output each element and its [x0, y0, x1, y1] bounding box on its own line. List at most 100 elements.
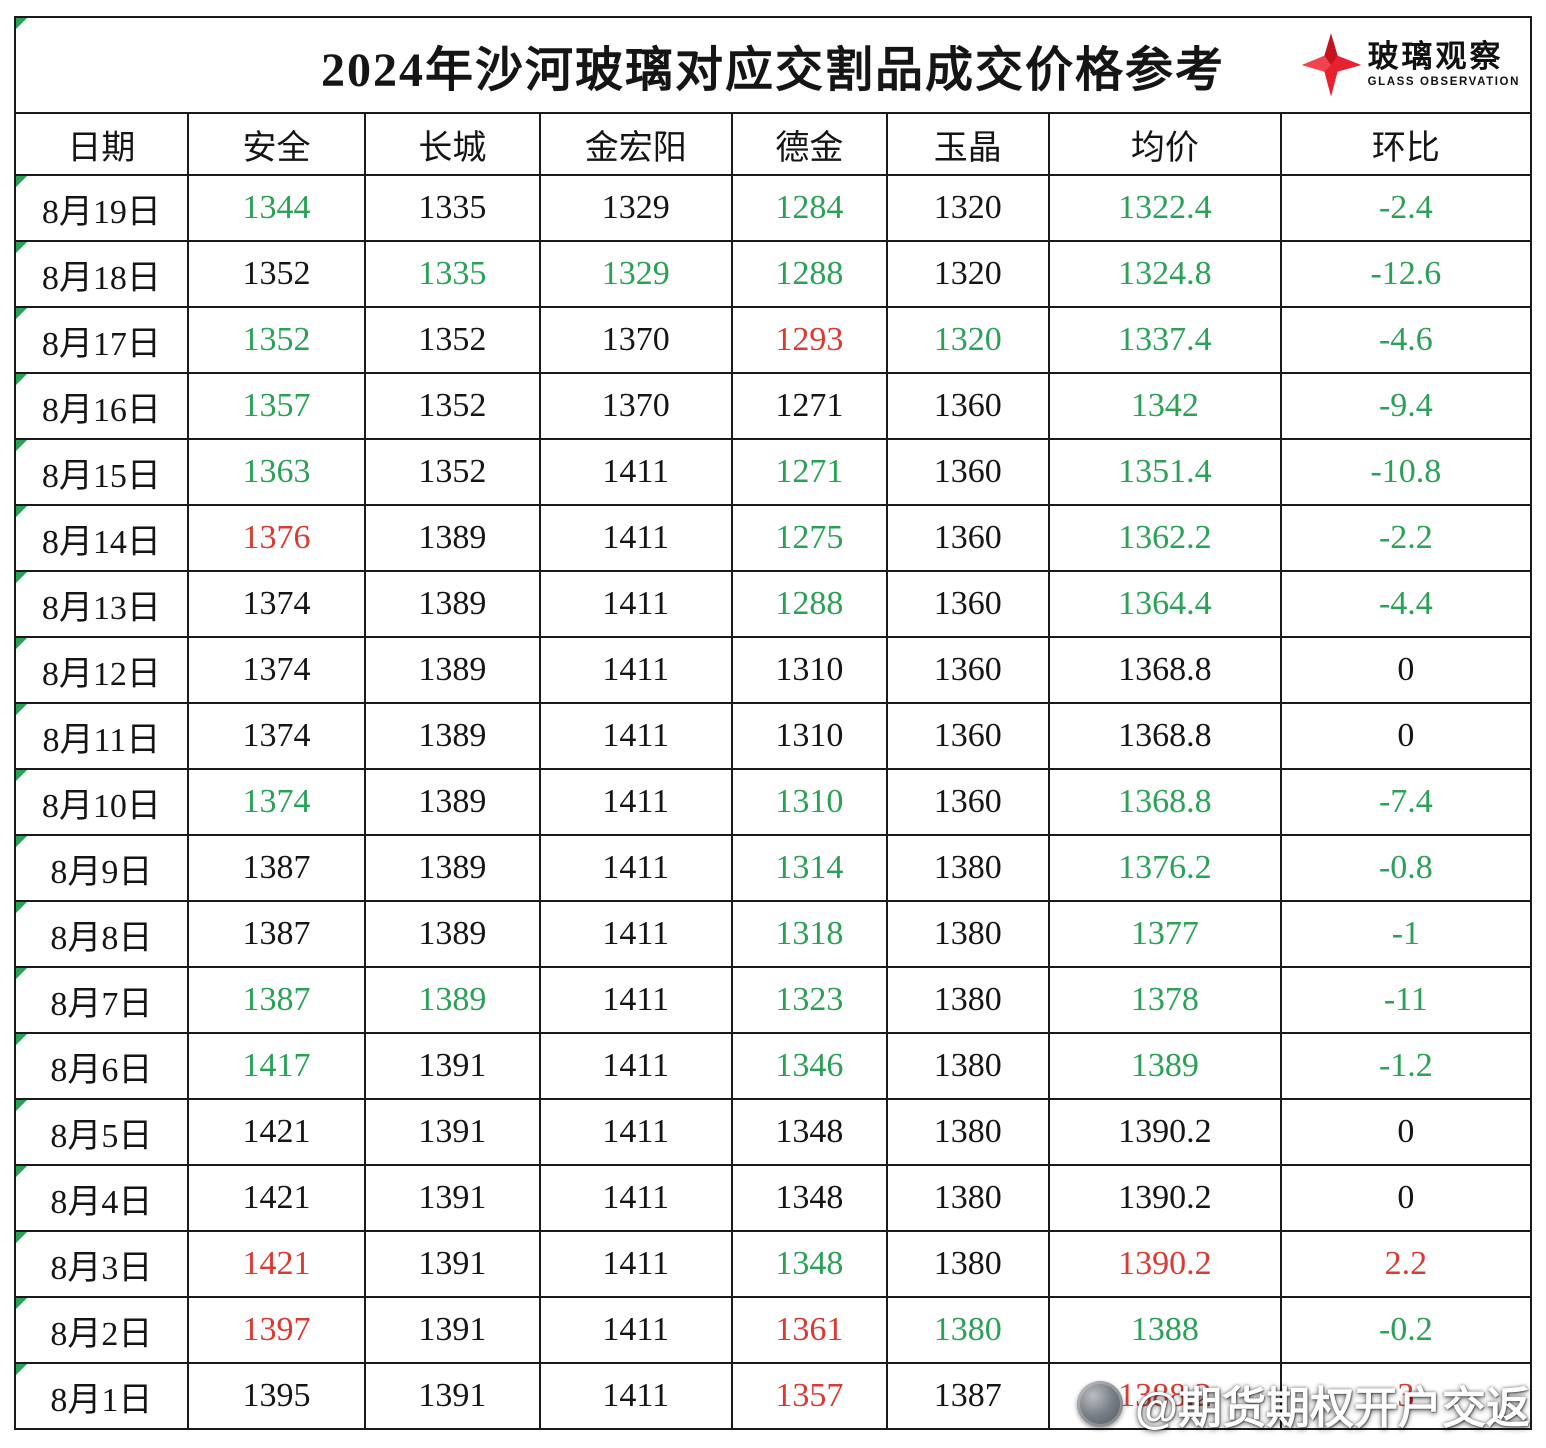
column-header: 环比: [1279, 112, 1533, 176]
table-row: 8月18日 1352 1335 1329 1288 1320 1324.8 -12.6: [14, 240, 1533, 308]
price-cell: 1411: [538, 570, 734, 638]
table-row: 8月2日 1397 1391 1411 1361 1380 1388 -0.2: [14, 1296, 1533, 1364]
price-cell: 1314: [731, 834, 888, 902]
table-row: 8月13日 1374 1389 1411 1288 1360 1364.4 -4.4: [14, 570, 1533, 638]
price-cell: 1411: [538, 768, 734, 836]
price-cell: 3: [1279, 1362, 1533, 1430]
table-row: 8月17日 1352 1352 1370 1293 1320 1337.4 -4.6: [14, 306, 1533, 374]
price-cell: 1380: [885, 1032, 1050, 1100]
price-cell: 1380: [885, 1098, 1050, 1166]
table-row: 8月10日 1374 1389 1411 1310 1360 1368.8 -7.4: [14, 768, 1533, 836]
title-row: 2024年沙河玻璃对应交割品成交价格参考 玻璃观察 GLASS OBSERVAT…: [14, 16, 1532, 114]
table-header-row: 日期 安全 长城 金宏阳 德金 玉晶 均价 环比: [14, 112, 1533, 176]
price-cell: 1322.4: [1047, 174, 1282, 242]
price-cell: 1360: [885, 438, 1050, 506]
price-cell: 1378: [1047, 966, 1282, 1034]
price-cell: 0: [1279, 1098, 1533, 1166]
price-table: 2024年沙河玻璃对应交割品成交价格参考 玻璃观察 GLASS OBSERVAT…: [14, 16, 1533, 1430]
price-cell: 1360: [885, 636, 1050, 704]
column-header: 安全: [186, 112, 367, 176]
table-row: 8月19日 1344 1335 1329 1284 1320 1322.4 -2.4: [14, 174, 1533, 242]
price-cell: 1293: [731, 306, 888, 374]
price-cell: 1411: [538, 1296, 734, 1364]
price-cell: -1: [1279, 900, 1533, 968]
price-cell: 1389: [364, 504, 541, 572]
table-row: 8月4日 1421 1391 1411 1348 1380 1390.2 0: [14, 1164, 1533, 1232]
price-cell: 1288: [731, 240, 888, 308]
price-cell: 1374: [186, 636, 367, 704]
price-cell: -11: [1279, 966, 1533, 1034]
price-cell: 1391: [364, 1098, 541, 1166]
table-row: 8月16日 1357 1352 1370 1271 1360 1342 -9.4: [14, 372, 1533, 440]
price-cell: 1351.4: [1047, 438, 1282, 506]
price-cell: 1370: [538, 306, 734, 374]
price-cell: -10.8: [1279, 438, 1533, 506]
price-cell: 1380: [885, 1230, 1050, 1298]
date-cell: 8月13日: [14, 570, 189, 638]
table-row: 8月9日 1387 1389 1411 1314 1380 1376.2 -0.8: [14, 834, 1533, 902]
price-cell: 1411: [538, 636, 734, 704]
price-cell: 1380: [885, 966, 1050, 1034]
column-header: 长城: [364, 112, 541, 176]
price-cell: 1348: [731, 1164, 888, 1232]
price-cell: 1323: [731, 966, 888, 1034]
price-cell: 1390.2: [1047, 1230, 1282, 1298]
price-cell: 1360: [885, 768, 1050, 836]
price-cell: 1389: [364, 900, 541, 968]
price-cell: 1389: [1047, 1032, 1282, 1100]
price-cell: 1411: [538, 1362, 734, 1430]
table-row: 8月15日 1363 1352 1411 1271 1360 1351.4 -10.8: [14, 438, 1533, 506]
price-cell: 1368.8: [1047, 702, 1282, 770]
price-cell: 1310: [731, 636, 888, 704]
table-row: 8月8日 1387 1389 1411 1318 1380 1377 -1: [14, 900, 1533, 968]
price-cell: 1380: [885, 1296, 1050, 1364]
price-cell: 1329: [538, 174, 734, 242]
price-cell: 1310: [731, 702, 888, 770]
column-header: 金宏阳: [538, 112, 734, 176]
price-cell: 1411: [538, 1032, 734, 1100]
table-row: 8月5日 1421 1391 1411 1348 1380 1390.2 0: [14, 1098, 1533, 1166]
column-header: 均价: [1047, 112, 1282, 176]
logo-subtitle: GLASS OBSERVATION: [1367, 76, 1520, 89]
price-cell: 1337.4: [1047, 306, 1282, 374]
date-cell: 8月4日: [14, 1164, 189, 1232]
date-cell: 8月18日: [14, 240, 189, 308]
price-cell: 1390.2: [1047, 1164, 1282, 1232]
price-cell: 0: [1279, 702, 1533, 770]
price-cell: 1389: [364, 702, 541, 770]
date-cell: 8月11日: [14, 702, 189, 770]
price-cell: 1271: [731, 372, 888, 440]
price-cell: 1387: [186, 834, 367, 902]
price-cell: 1391: [364, 1032, 541, 1100]
price-cell: 1380: [885, 834, 1050, 902]
price-cell: 1411: [538, 702, 734, 770]
date-cell: 8月1日: [14, 1362, 189, 1430]
price-cell: 1363: [186, 438, 367, 506]
date-cell: 8月17日: [14, 306, 189, 374]
price-cell: 1421: [186, 1164, 367, 1232]
date-cell: 8月9日: [14, 834, 189, 902]
date-cell: 8月6日: [14, 1032, 189, 1100]
date-cell: 8月3日: [14, 1230, 189, 1298]
table-row: 8月1日 1395 1391 1411 1357 1387 1388.2 3: [14, 1362, 1533, 1430]
price-cell: 1368.8: [1047, 636, 1282, 704]
price-cell: 0: [1279, 636, 1533, 704]
price-cell: 1411: [538, 504, 734, 572]
price-cell: 1360: [885, 570, 1050, 638]
price-cell: 1411: [538, 1230, 734, 1298]
brand-logo: 玻璃观察 GLASS OBSERVATION: [1298, 32, 1520, 98]
price-cell: 1360: [885, 702, 1050, 770]
price-cell: 1387: [186, 966, 367, 1034]
price-cell: 1417: [186, 1032, 367, 1100]
page-title: 2024年沙河玻璃对应交割品成交价格参考: [320, 44, 1225, 97]
table-row: 8月7日 1387 1389 1411 1323 1380 1378 -11: [14, 966, 1533, 1034]
date-cell: 8月8日: [14, 900, 189, 968]
price-cell: 1387: [885, 1362, 1050, 1430]
price-cell: 1360: [885, 504, 1050, 572]
price-cell: 1352: [186, 240, 367, 308]
price-cell: -4.6: [1279, 306, 1533, 374]
price-cell: 1342: [1047, 372, 1282, 440]
price-cell: 1411: [538, 966, 734, 1034]
price-cell: 1421: [186, 1098, 367, 1166]
